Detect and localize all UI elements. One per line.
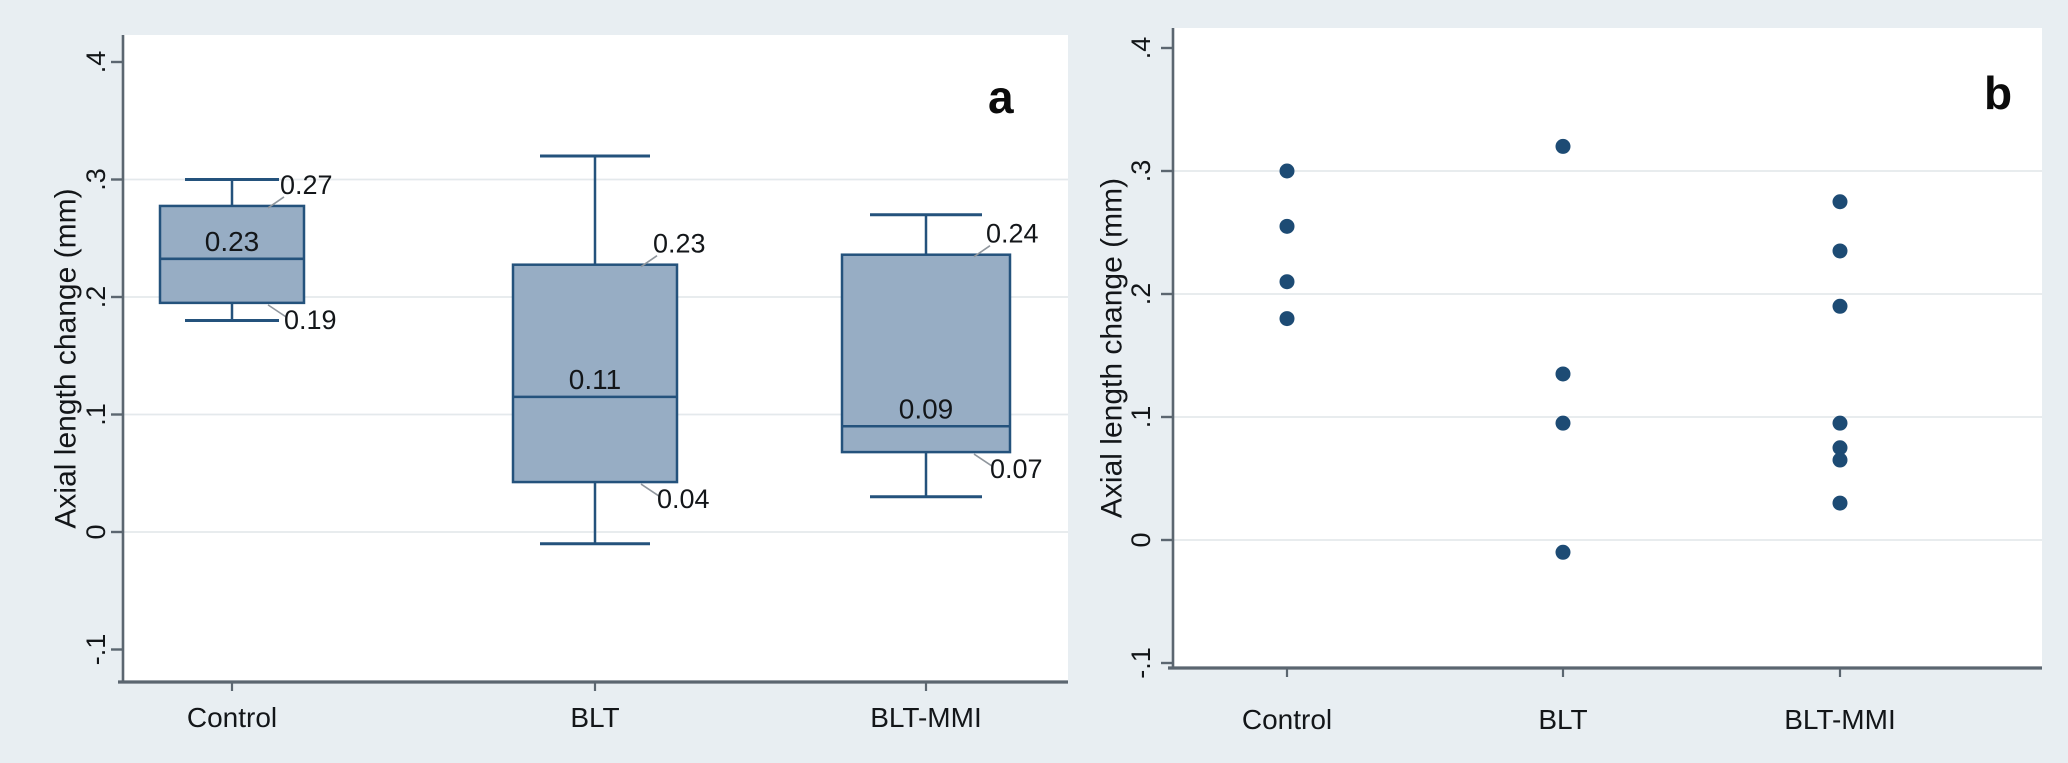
- data-point: [1555, 544, 1571, 560]
- iqr-box: [511, 263, 679, 484]
- data-point: [1832, 440, 1848, 456]
- q3-leader-line: [973, 245, 991, 258]
- y-tick-label: .3: [1126, 160, 1156, 183]
- panel-label-b: b: [1984, 67, 2013, 119]
- y-tick-label: .1: [81, 403, 111, 426]
- data-point: [1279, 274, 1295, 290]
- dot-column-control: [1279, 163, 1295, 327]
- y-tick-label: .2: [1126, 283, 1156, 306]
- q1-value-label: 0.04: [657, 484, 710, 514]
- box-blt: 0.11 0.23 0.04: [511, 154, 710, 546]
- q3-leader-line: [267, 196, 285, 209]
- x-category-label: BLT: [570, 702, 619, 733]
- median-value-label: 0.23: [205, 226, 260, 257]
- data-point: [1832, 194, 1848, 210]
- y-axis-title: Axial length change (mm): [1096, 178, 1129, 518]
- q1-value-label: 0.19: [284, 305, 337, 335]
- q3-leader-line: [640, 255, 658, 268]
- y-tick-label: 0: [1126, 532, 1156, 547]
- x-category-label: BLT-MMI: [870, 702, 981, 733]
- data-point: [1279, 218, 1295, 234]
- x-category-label: Control: [1242, 704, 1332, 735]
- data-point: [1279, 311, 1295, 327]
- y-tick-label: .3: [81, 168, 111, 191]
- median-value-label: 0.09: [899, 393, 954, 424]
- q1-leader-line: [267, 304, 287, 318]
- iqr-box: [158, 204, 306, 305]
- data-point: [1832, 452, 1848, 468]
- median-value-label: 0.11: [569, 364, 621, 395]
- q3-value-label: 0.24: [986, 219, 1039, 249]
- q3-value-label: 0.27: [280, 170, 333, 200]
- y-tick-label: .4: [1126, 37, 1156, 60]
- iqr-box: [840, 253, 1012, 454]
- q1-leader-line: [640, 483, 660, 497]
- dot-column-blt-mmi: [1832, 194, 1848, 511]
- box-control: 0.23 0.27 0.19: [158, 170, 337, 335]
- data-point: [1832, 415, 1848, 431]
- box-blt-mmi: 0.09 0.24 0.07: [840, 213, 1043, 499]
- q3-value-label: 0.23: [653, 229, 706, 259]
- y-tick-label: .1: [1126, 406, 1156, 429]
- y-tick-label: 0: [81, 524, 111, 539]
- y-tick-label: -.1: [1126, 647, 1156, 679]
- data-point: [1832, 298, 1848, 314]
- panel-label-a: a: [988, 71, 1014, 123]
- y-tick-label: .4: [81, 51, 111, 74]
- y-tick-label: -.1: [81, 634, 111, 666]
- data-point: [1832, 495, 1848, 511]
- q1-value-label: 0.07: [990, 454, 1043, 484]
- x-category-label: BLT-MMI: [1784, 704, 1895, 735]
- data-point: [1555, 138, 1571, 154]
- x-category-label: Control: [187, 702, 277, 733]
- y-tick-label: .2: [81, 286, 111, 309]
- data-point: [1555, 366, 1571, 382]
- y-axis-title: Axial length change (mm): [50, 188, 83, 528]
- data-point: [1279, 163, 1295, 179]
- data-point: [1832, 243, 1848, 259]
- plot-area: [1173, 28, 2042, 668]
- data-point: [1555, 415, 1571, 431]
- dot-column-blt: [1555, 138, 1571, 560]
- q1-leader-line: [973, 453, 993, 467]
- x-category-label: BLT: [1538, 704, 1587, 735]
